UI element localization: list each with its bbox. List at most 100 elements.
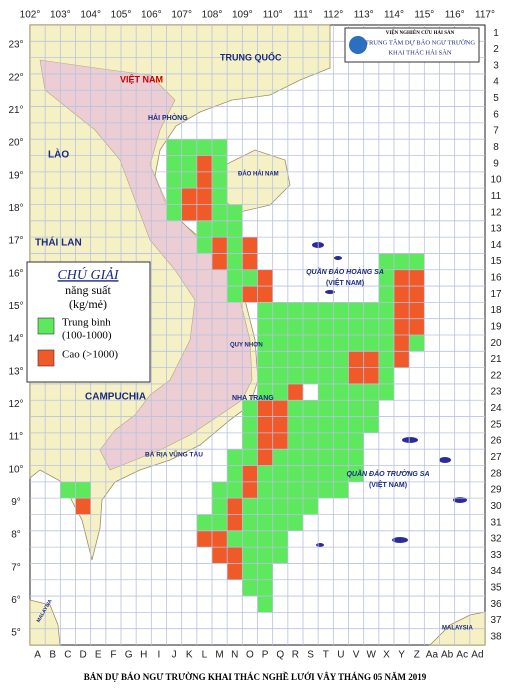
header-box [344, 27, 480, 63]
row-label: 3 [493, 60, 499, 71]
forecast-cell-medium [272, 530, 288, 548]
forecast-cell-medium [333, 335, 349, 352]
legend-subtitle: năng suất [65, 283, 111, 297]
forecast-cell-medium [212, 220, 228, 238]
column-label: Z [414, 650, 420, 661]
forecast-cell-medium [227, 481, 243, 499]
forecast-cell-medium [348, 335, 364, 352]
row-label: 16 [490, 273, 502, 284]
row-label: 10 [490, 175, 502, 186]
forecast-cell-high [196, 188, 212, 205]
row-label: 12 [490, 207, 502, 218]
column-label: Y [398, 650, 405, 661]
forecast-cell-medium [196, 220, 212, 238]
forecast-cell-medium [212, 171, 228, 189]
row-label: 29 [490, 485, 502, 496]
forecast-cell-medium [166, 139, 182, 156]
row-label: 37 [490, 615, 502, 626]
forecast-cell-high [394, 286, 410, 303]
column-label: W [367, 650, 377, 661]
forecast-cell-medium [257, 547, 273, 564]
latitude-label: 14° [8, 334, 23, 345]
row-label: 14 [490, 240, 502, 251]
forecast-cell-high [257, 269, 273, 287]
column-label: B [49, 650, 56, 661]
forecast-cell-medium [272, 383, 288, 401]
forecast-cell-medium [166, 155, 182, 172]
forecast-cell-medium [303, 351, 319, 368]
forecast-cell-medium [303, 481, 319, 499]
forecast-cell-medium [227, 204, 243, 221]
forecast-cell-medium [166, 171, 182, 189]
forecast-cell-high [363, 351, 379, 368]
longitude-label: 109° [232, 10, 253, 21]
longitude-label: 113° [354, 10, 374, 21]
forecast-cell-medium [257, 335, 273, 352]
forecast-cell-medium [242, 530, 258, 548]
forecast-cell-high [363, 367, 379, 384]
column-label: V [353, 650, 360, 661]
column-label: O [246, 650, 254, 661]
latitude-label: 20° [8, 138, 23, 149]
forecast-cell-medium [181, 155, 197, 172]
forecast-cell-medium [242, 547, 258, 564]
legend-title: CHÚ GIẢI [57, 266, 119, 283]
forecast-cell-medium [272, 335, 288, 352]
forecast-cell-medium [333, 465, 349, 482]
forecast-cell-high [181, 188, 197, 205]
longitude-label: 117° [475, 10, 495, 21]
forecast-cell-medium [212, 139, 228, 156]
forecast-cell-medium [348, 465, 364, 482]
forecast-cell-high [348, 351, 364, 368]
longitude-label: 106° [141, 10, 162, 21]
forecast-cell-high [409, 302, 425, 319]
forecast-cell-medium [242, 449, 258, 466]
row-label: 2 [493, 44, 499, 55]
forecast-cell-medium [196, 139, 212, 156]
island [325, 290, 335, 294]
column-label: G [125, 650, 133, 661]
place-label: TRUNG QUỐC [220, 51, 282, 62]
column-label: Ac [456, 650, 468, 661]
forecast-cell-medium [348, 400, 364, 417]
column-label: C [64, 650, 71, 661]
place-label: QUẦN ĐẢO HOÀNG SA [306, 266, 384, 276]
legend-swatch [37, 349, 55, 367]
row-label: 13 [490, 224, 502, 235]
latitude-label: 22° [8, 72, 23, 83]
forecast-cell-medium [227, 253, 243, 270]
forecast-cell-medium [333, 302, 349, 319]
forecast-cell-medium [333, 432, 349, 450]
latitude-label: 16° [8, 268, 23, 279]
forecast-cell-medium [227, 530, 243, 548]
forecast-cell-medium [242, 269, 258, 287]
forecast-cell-medium [318, 335, 334, 352]
row-label: 11 [491, 191, 502, 202]
latitude-label: 12° [8, 399, 23, 410]
row-label: 9 [493, 158, 499, 169]
longitude-label: 112° [323, 10, 343, 21]
forecast-cell-medium [287, 465, 303, 482]
forecast-cell-medium [318, 449, 334, 466]
forecast-cell-high [257, 449, 273, 466]
forecast-cell-medium [212, 481, 228, 499]
latitude-label: 6° [11, 595, 21, 606]
column-label: P [262, 650, 269, 661]
column-label: L [202, 650, 208, 661]
center-name: TRUNG TÂM DỰ BÁO NGƯ TRƯỜNG [365, 38, 475, 46]
column-label: U [337, 650, 344, 661]
forecast-cell-medium [303, 302, 319, 319]
forecast-cell-medium [257, 514, 273, 531]
forecast-cell-medium [287, 302, 303, 319]
forecast-cell-high [257, 286, 273, 303]
forecast-cell-medium [257, 302, 273, 319]
forecast-cell-high [242, 465, 258, 482]
forecast-cell-medium [318, 400, 334, 417]
forecast-cell-medium [333, 383, 349, 401]
place-label: QUẦN ĐẢO TRƯỜNG SA [346, 468, 429, 478]
forecast-cells [60, 139, 425, 613]
row-label: 23 [490, 387, 502, 398]
row-label: 19 [490, 321, 502, 332]
place-label: (VIỆT NAM) [369, 480, 407, 489]
forecast-cell-high [394, 318, 410, 335]
